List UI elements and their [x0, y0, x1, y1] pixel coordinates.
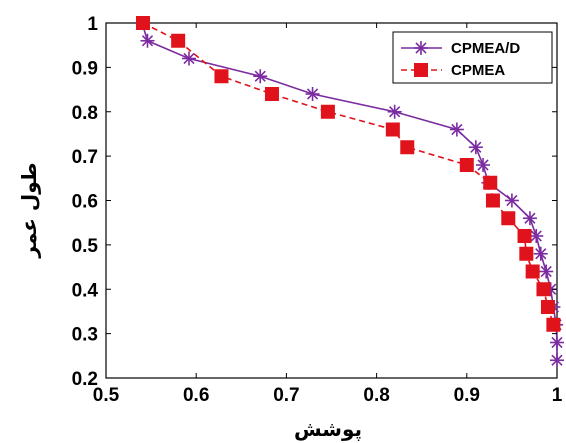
x-axis-label: پوشش	[294, 417, 362, 442]
point-cpmea	[264, 87, 279, 101]
point-cpmead	[253, 69, 268, 84]
plot-marks	[105, 16, 564, 379]
point-cpmea	[485, 193, 500, 208]
point-cpmea	[525, 264, 540, 279]
y-tick-label: 0.2	[72, 369, 98, 390]
point-cpmea	[519, 246, 534, 261]
marker-stroke	[535, 248, 547, 260]
point-cpmead	[476, 158, 491, 172]
point-cpmead	[529, 229, 544, 243]
marker-stroke	[530, 230, 542, 242]
y-tick-label: 0.5	[72, 236, 99, 257]
point-cpmead	[533, 246, 548, 261]
axis-ticks: 0.5 0.6 0.7 0.8 0.9 1 0.2 0.3 0.4 0.5 0.6 0.7 0.8 0.9…	[72, 14, 563, 406]
x-tick-label: 0.5	[93, 385, 120, 406]
y-tick-label: 1	[87, 14, 98, 35]
point-cpmea	[135, 16, 150, 30]
point-cpmead	[468, 140, 483, 155]
point-cpmead	[539, 264, 554, 279]
point-cpmead	[140, 33, 155, 48]
marker-stroke	[183, 52, 195, 65]
legend-label-cpmead: CPMEA/D	[451, 40, 520, 57]
point-cpmea	[400, 140, 415, 155]
marker-stroke	[141, 35, 154, 47]
legend-marker-glyph	[414, 63, 428, 77]
point-cpmea	[320, 104, 335, 119]
point-cpmead	[181, 51, 196, 66]
marker-stroke	[254, 70, 266, 82]
point-cpmea	[540, 300, 555, 314]
point-cpmead	[305, 87, 320, 101]
marker-stroke	[551, 354, 563, 366]
point-cpmea	[385, 122, 400, 137]
marker-stroke	[524, 212, 536, 224]
point-cpmea	[483, 175, 498, 190]
x-tick-label: 0.9	[454, 385, 480, 406]
point-cpmea	[517, 229, 532, 243]
series-cpmea	[135, 16, 561, 332]
x-tick-label: 0.8	[363, 385, 389, 406]
point-cpmea	[536, 282, 551, 297]
point-cpmea	[214, 69, 229, 84]
y-tick-label: 0.8	[72, 103, 98, 124]
marker-stroke	[551, 336, 563, 349]
point-cpmead	[449, 122, 464, 137]
y-tick-label: 0.7	[72, 147, 98, 168]
point-cpmead	[550, 353, 564, 368]
marker-stroke	[470, 141, 482, 153]
legend: CPMEA/D CPMEA	[392, 31, 553, 84]
legend-marker-glyph	[414, 41, 428, 55]
marker-stroke	[477, 159, 489, 171]
point-cpmead	[504, 193, 519, 208]
x-tick-label: 0.6	[183, 385, 209, 406]
marker-stroke	[306, 88, 319, 100]
x-tick-label: 0.7	[273, 385, 299, 406]
point-cpmea	[171, 33, 186, 48]
y-tick-label: 0.9	[72, 58, 98, 79]
legend-marker-cpmead	[414, 41, 428, 55]
point-cpmea	[501, 211, 516, 226]
marker-stroke	[540, 265, 552, 278]
marker-stroke	[389, 106, 401, 118]
point-cpmea	[459, 158, 474, 172]
marker-stroke	[506, 194, 518, 207]
x-tick-label: 1	[552, 385, 563, 406]
marker-stroke	[415, 42, 427, 54]
point-cpmea	[546, 317, 561, 332]
point-cpmead	[550, 335, 564, 350]
y-axis-label: طول عمر	[17, 162, 41, 258]
legend-marker-cpmea	[414, 63, 428, 77]
legend-label-cpmea: CPMEA	[451, 62, 505, 79]
marker-stroke	[451, 123, 463, 136]
y-tick-label: 0.6	[72, 192, 98, 213]
series-line-cpmea	[142, 22, 555, 325]
point-cpmead	[387, 104, 402, 119]
point-cpmead	[522, 211, 537, 226]
y-tick-label: 0.3	[72, 325, 98, 346]
y-tick-label: 0.4	[72, 280, 99, 301]
